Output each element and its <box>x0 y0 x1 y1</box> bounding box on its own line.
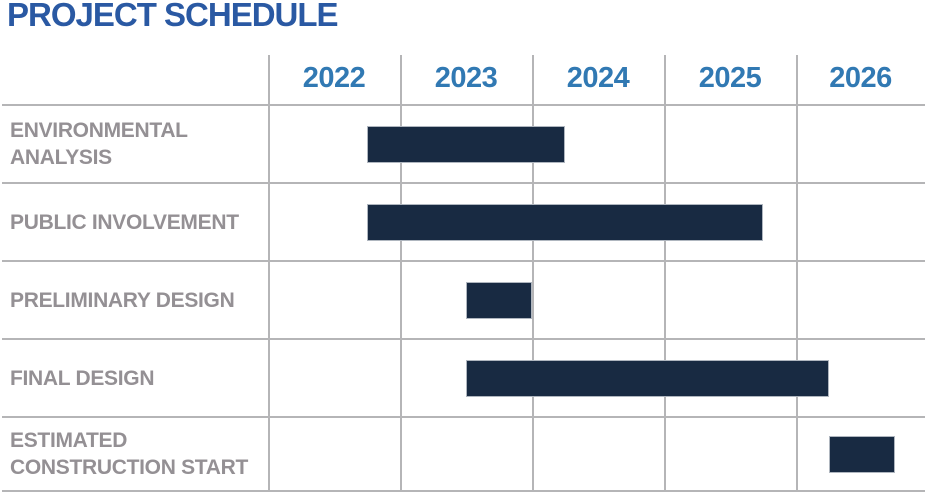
year-gridline <box>268 55 270 490</box>
task-label: PUBLIC INVOLVEMENT <box>10 184 260 260</box>
task-label: PRELIMINARY DESIGN <box>10 262 260 338</box>
gantt-bar <box>367 126 565 163</box>
task-label-line: ENVIRONMENTAL <box>10 119 188 142</box>
row-gridline <box>2 416 925 418</box>
task-label: ESTIMATED CONSTRUCTION START <box>10 418 260 490</box>
year-gridline <box>532 55 534 490</box>
gantt-bar <box>367 204 763 241</box>
year-gridline <box>664 55 666 490</box>
year-label: 2026 <box>829 61 892 94</box>
year-label: 2023 <box>434 61 498 94</box>
task-label: ENVIRONMENTAL ANALYSIS <box>10 106 260 182</box>
year-label: 2025 <box>698 61 762 94</box>
row-gridline <box>2 182 925 184</box>
gantt-bar <box>466 360 829 397</box>
task-label-line: ANALYSIS <box>10 146 112 169</box>
row-gridline <box>2 490 925 492</box>
year-gridline <box>400 55 402 490</box>
task-label-line: ESTIMATED <box>10 429 128 452</box>
year-label: 2022 <box>302 61 366 94</box>
task-label-line: FINAL DESIGN <box>10 366 155 390</box>
year-gridline <box>796 55 798 490</box>
task-label-line: CONSTRUCTION START <box>10 456 249 479</box>
task-label-line: PRELIMINARY DESIGN <box>10 288 235 312</box>
gantt-bar <box>466 282 532 319</box>
task-label-line: PUBLIC INVOLVEMENT <box>10 210 239 234</box>
row-gridline <box>2 338 925 340</box>
gantt-bar <box>829 436 895 473</box>
row-gridline <box>2 260 925 262</box>
task-label: FINAL DESIGN <box>10 340 260 416</box>
year-label: 2024 <box>566 61 630 94</box>
row-gridline <box>2 104 925 106</box>
page-title: PROJECT SCHEDULE <box>7 0 339 33</box>
